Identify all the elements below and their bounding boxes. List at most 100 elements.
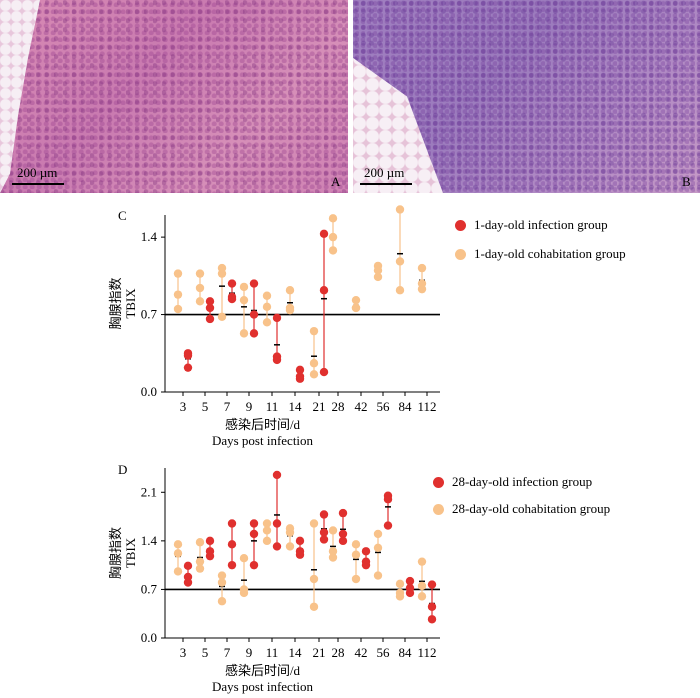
data-point [328, 547, 338, 556]
data-point [239, 282, 249, 292]
data-point [417, 557, 427, 566]
x-axis-label-cn: 感染后时间/d [225, 417, 301, 432]
legend-marker-c-infection [455, 219, 466, 231]
data-point [272, 355, 282, 365]
data-point [351, 574, 361, 584]
data-point [173, 567, 183, 576]
data-point [239, 295, 249, 305]
data-point [373, 272, 383, 282]
data-point [173, 540, 183, 549]
data-point [383, 521, 393, 530]
data-point [227, 519, 237, 528]
x-tick-label: 14 [289, 399, 303, 414]
data-point [217, 312, 227, 321]
x-tick-label: 5 [202, 399, 209, 414]
data-point [319, 535, 329, 544]
data-point [417, 263, 427, 273]
x-tick-label: 84 [399, 399, 413, 414]
x-tick-label: 14 [289, 645, 303, 660]
data-point [338, 508, 348, 518]
data-point [295, 374, 305, 383]
data-point [405, 588, 415, 598]
data-point [427, 602, 437, 611]
panel-label-a: A [331, 174, 341, 189]
data-point [285, 305, 295, 315]
data-point [173, 290, 183, 299]
data-point [205, 551, 215, 561]
data-point [183, 363, 193, 372]
data-point [417, 592, 427, 601]
data-point [328, 553, 338, 562]
data-point [351, 540, 361, 549]
y-tick-label: 0.7 [141, 307, 158, 322]
chart-C: 0.0 0.7 1.4 3 5 7 9 11 14 21 28 42 56 84 112 胸腺指数 TBIX 感染… [108, 205, 440, 448]
data-point [328, 526, 338, 535]
data-point [351, 295, 361, 305]
data-point [272, 313, 282, 323]
legend-label-c-infection: 1-day-old infection group [474, 217, 608, 232]
data-point [328, 232, 338, 242]
panel-label-b: B [682, 174, 691, 189]
data-point [338, 529, 348, 539]
data-point [195, 557, 205, 566]
data-point [195, 269, 205, 278]
data-point [309, 370, 319, 379]
data-point [217, 269, 227, 278]
scale-bar-a [12, 183, 64, 185]
data-point [239, 329, 249, 338]
data-point [427, 580, 437, 589]
data-point [285, 286, 295, 295]
scale-bar-b [360, 183, 412, 185]
legend-d-cohabitation: 28-day-old cohabitation group [433, 501, 610, 517]
data-point [361, 547, 371, 556]
data-point [295, 550, 305, 559]
y-axis-label-en: TBIX [123, 288, 138, 319]
data-point [249, 560, 259, 570]
data-point [227, 560, 237, 570]
x-tick-label: 3 [180, 399, 187, 414]
data-point [205, 303, 215, 313]
data-point [249, 519, 259, 528]
legend-d-infection: 28-day-old infection group [433, 474, 592, 490]
data-point [285, 542, 295, 551]
data-point [309, 602, 319, 611]
data-point [417, 284, 427, 294]
data-point [173, 269, 183, 278]
y-tick-label: 0.0 [141, 384, 157, 399]
x-tick-label: 56 [377, 645, 391, 660]
data-point [173, 549, 183, 558]
legend-marker-d-cohabitation [433, 503, 444, 515]
data-point [183, 561, 193, 571]
data-point [227, 294, 237, 304]
data-point [217, 571, 227, 580]
x-tick-label: 11 [266, 645, 279, 660]
data-point [373, 266, 383, 275]
data-point [427, 615, 437, 624]
data-point [319, 286, 329, 295]
x-axis-label-cn: 感染后时间/d [225, 663, 301, 678]
data-point [319, 367, 329, 377]
legend-c-cohabitation: 1-day-old cohabitation group [455, 246, 626, 262]
data-point [309, 574, 319, 584]
data-point [249, 279, 259, 288]
x-tick-label: 21 [313, 399, 326, 414]
scale-text-a: 200 µm [17, 165, 58, 180]
data-point [295, 365, 305, 375]
legend-marker-d-infection [433, 476, 444, 488]
scale-text-b: 200 µm [364, 165, 405, 180]
data-point [205, 297, 215, 306]
data-point [351, 303, 361, 313]
legend-label-c-cohabitation: 1-day-old cohabitation group [474, 246, 626, 261]
data-point [417, 581, 427, 591]
data-point [383, 495, 393, 504]
y-tick-label: 0.0 [141, 630, 157, 645]
data-point [227, 279, 237, 288]
histology-photo-b [353, 0, 700, 193]
data-point [262, 519, 272, 528]
x-tick-label: 5 [202, 645, 209, 660]
data-point [395, 579, 405, 589]
y-tick-label: 1.4 [141, 229, 158, 244]
data-point [328, 246, 338, 255]
x-tick-label: 7 [224, 399, 231, 414]
